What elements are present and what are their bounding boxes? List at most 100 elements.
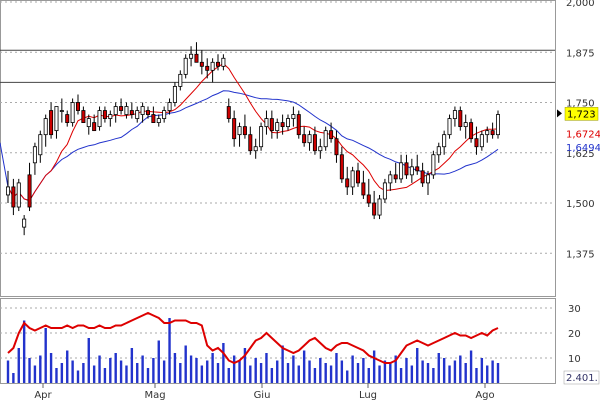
candlestick	[237, 122, 242, 147]
volume-bar	[319, 358, 322, 383]
candlestick	[307, 130, 312, 151]
candle-body-down	[65, 114, 70, 123]
volume-bar	[302, 350, 306, 383]
candlestick	[393, 162, 398, 183]
candlestick	[447, 114, 452, 139]
volume-bar	[136, 363, 139, 383]
candle-body-down	[119, 106, 124, 111]
volume-bar	[12, 373, 15, 383]
candle-body-up	[178, 73, 183, 87]
candle-body-down	[129, 110, 134, 115]
price-tick-label: 1,625	[566, 149, 595, 160]
candle-body-up	[124, 106, 129, 115]
candlestick	[140, 102, 145, 123]
candlestick	[215, 54, 220, 71]
candlestick	[420, 162, 425, 187]
volume-bar	[324, 363, 327, 383]
candle-body-up	[382, 182, 387, 200]
candlestick	[16, 178, 21, 212]
candle-body-up	[135, 110, 140, 119]
candlestick	[323, 126, 328, 151]
candle-body-down	[280, 122, 285, 128]
volume-bar	[173, 353, 177, 383]
candlestick	[372, 190, 377, 220]
candle-body-down	[393, 174, 398, 180]
candle-body-down	[458, 110, 463, 128]
candle-body-up	[16, 182, 21, 208]
candle-body-down	[355, 170, 360, 184]
candlestick	[415, 154, 420, 175]
candlestick	[6, 170, 11, 203]
volume-bar	[437, 353, 440, 383]
volume-bar	[141, 355, 144, 383]
candlestick	[474, 126, 479, 155]
volume-bar	[464, 363, 467, 383]
candle-body-down	[339, 154, 344, 180]
ma-slow-label: 1,6494	[566, 143, 600, 154]
volume-bar	[28, 358, 31, 383]
candle-body-down	[490, 130, 495, 136]
candle-body-up	[431, 154, 436, 176]
candlestick	[485, 126, 490, 143]
indicator-panel: 30 20 10 2.401. Apr Mag Giu Lug Ago	[0, 298, 600, 401]
indicator-line	[7, 311, 499, 365]
x-tick-label: Giu	[254, 390, 271, 401]
candle-body-down	[232, 118, 237, 140]
candlestick	[242, 114, 247, 139]
ma-fast-label: 1,6724	[566, 130, 600, 141]
volume-bar	[168, 318, 171, 383]
candlestick	[167, 98, 172, 115]
candlestick	[463, 114, 468, 139]
volume-bar	[469, 350, 473, 383]
candle-body-down	[27, 174, 32, 208]
candle-body-up	[210, 61, 215, 71]
candle-body-up	[447, 118, 452, 136]
candle-body-down	[474, 138, 479, 148]
candle-body-up	[54, 106, 59, 132]
x-tick-label: Lug	[359, 390, 377, 401]
candlestick	[102, 106, 107, 123]
candle-body-down	[334, 138, 339, 156]
volume-bar	[82, 363, 85, 383]
volume-bar	[480, 358, 484, 383]
candlestick	[151, 106, 156, 123]
candle-body-down	[329, 130, 334, 140]
volume-bar	[399, 368, 403, 383]
volume-bar	[66, 350, 69, 383]
candle-body-down	[420, 170, 425, 184]
volume-bar	[232, 355, 236, 383]
volume-bar	[60, 363, 64, 383]
candlestick	[124, 102, 129, 119]
candlestick	[253, 138, 258, 159]
volume-bar	[130, 348, 134, 383]
volume-bar	[372, 350, 376, 383]
volume-bar	[44, 328, 47, 383]
candlestick	[248, 126, 253, 155]
volume-bar	[71, 360, 74, 383]
candle-body-down	[312, 134, 317, 152]
volume-bar	[49, 353, 53, 383]
volume-bar	[33, 365, 37, 383]
volume-bar	[184, 345, 187, 383]
volume-bar	[421, 360, 424, 383]
last-volume-badge	[563, 370, 600, 385]
candlestick	[65, 110, 70, 127]
candle-body-up	[425, 174, 430, 184]
candlestick	[226, 98, 231, 123]
candle-body-down	[372, 202, 377, 216]
indicator-tick-label: 30	[568, 304, 581, 315]
candlestick	[194, 42, 199, 63]
volume-bar	[189, 355, 193, 383]
candlestick	[70, 98, 75, 127]
volume-bar	[39, 355, 42, 383]
candlestick	[318, 138, 323, 159]
volume-bar	[394, 355, 397, 383]
volume-bar	[55, 368, 58, 383]
candlestick	[366, 178, 371, 208]
volume-bar	[227, 368, 230, 383]
volume-bar	[125, 365, 128, 383]
candle-body-up	[377, 198, 382, 216]
candle-body-down	[242, 126, 247, 136]
candle-body-up	[70, 102, 75, 124]
